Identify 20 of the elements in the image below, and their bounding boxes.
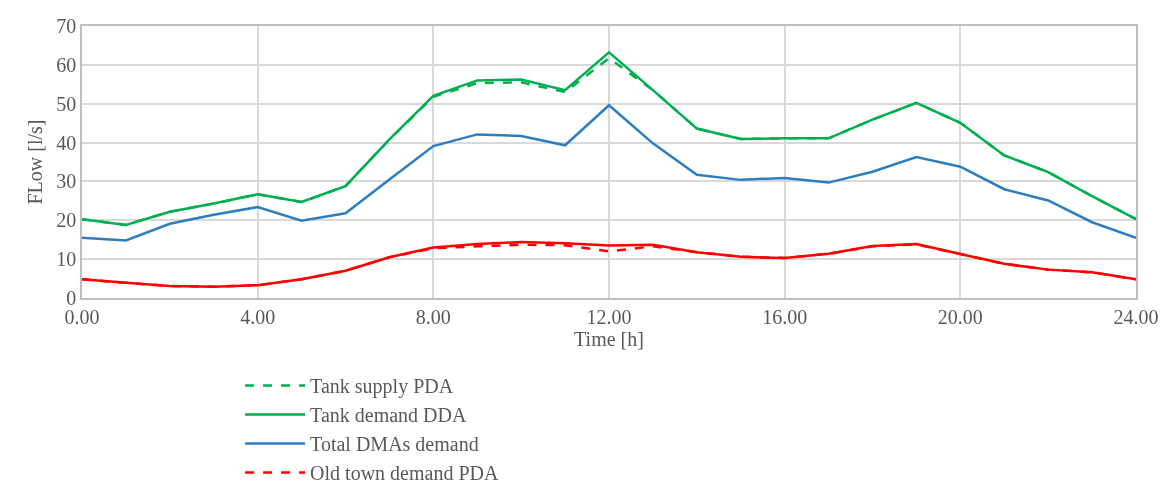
x-axis-title: Time [h] (574, 327, 644, 350)
line-series (82, 104, 1136, 242)
legend-label: Tank supply PDA (310, 375, 454, 399)
y-tick-label: 30 (56, 170, 77, 193)
x-tick-label: 4.00 (240, 305, 276, 328)
legend-label: Tank demand DDA (310, 404, 467, 427)
y-tick-label: 70 (56, 15, 77, 37)
y-tick-label: 60 (56, 53, 77, 76)
legend-label: Total DMAs demand (310, 433, 479, 456)
y-tick-label: 50 (56, 92, 77, 115)
x-tick-label: 12.00 (586, 305, 632, 328)
x-tick-label: 24.00 (1113, 305, 1159, 328)
x-tick-label: 8.00 (415, 305, 451, 328)
y-tick-label: 10 (56, 248, 77, 271)
x-tick-label: 16.00 (762, 305, 808, 328)
y-tick-label: 40 (56, 131, 77, 154)
x-tick-label: 20.00 (937, 305, 983, 328)
y-axis-title: FLow [l/s] (24, 119, 47, 205)
y-tick-label: 20 (56, 209, 77, 232)
legend-label: Old town demand PDA (310, 462, 499, 485)
